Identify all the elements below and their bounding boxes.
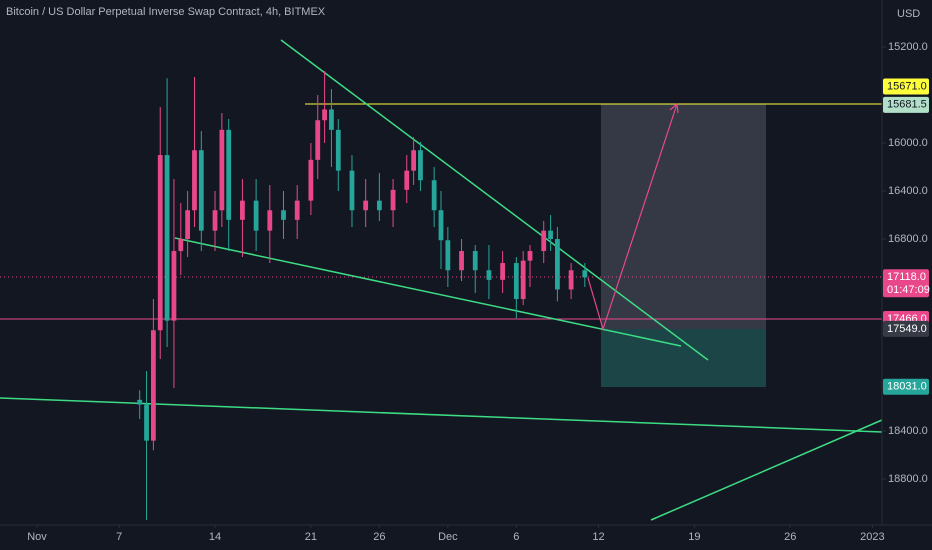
- candles: [137, 71, 588, 520]
- price-badge-label: 15671.0: [887, 80, 927, 92]
- x-tick-label: 26: [373, 531, 385, 543]
- candle-body: [281, 210, 286, 220]
- axis-unit: USD: [897, 8, 920, 20]
- x-tick-label: 12: [592, 531, 604, 543]
- candle-body: [445, 240, 451, 271]
- candle-body: [226, 129, 232, 220]
- y-tick-label: 18800.0: [888, 473, 928, 485]
- candle-body: [418, 150, 423, 181]
- candle-body: [527, 251, 533, 261]
- x-tick-label: 6: [513, 531, 519, 543]
- price-badge: [883, 269, 929, 298]
- candle-body: [144, 404, 149, 441]
- candle-body: [171, 251, 177, 321]
- candle-body: [157, 155, 163, 331]
- candle-body: [329, 109, 334, 130]
- candle-body: [541, 230, 547, 252]
- y-tick-label: 16400.0: [888, 185, 928, 197]
- candle-body: [411, 150, 417, 171]
- stop-zone: [601, 329, 766, 387]
- candle-body: [219, 129, 225, 211]
- candle-body: [198, 150, 204, 231]
- candle-body: [548, 230, 553, 240]
- trend-line: [174, 237, 682, 347]
- candle-body: [520, 260, 526, 300]
- price-badge-label: 17549.0: [887, 323, 927, 335]
- price-badge-label: 15681.5: [887, 99, 927, 111]
- candle-body: [192, 150, 197, 211]
- price-badge: [883, 78, 929, 95]
- candle-body: [582, 270, 588, 278]
- y-tick-label: 18400.0: [888, 425, 928, 437]
- candle-body: [240, 200, 245, 220]
- y-tick-label: 15200.0: [888, 41, 928, 53]
- candle-body: [376, 200, 382, 211]
- candle-body: [185, 210, 191, 240]
- drawings: [0, 39, 883, 521]
- arrow-head: [669, 102, 679, 114]
- candle-body: [308, 159, 314, 201]
- candle-body: [513, 263, 519, 300]
- candle-body: [438, 210, 444, 241]
- candle-body: [486, 270, 492, 280]
- candle-body: [335, 129, 341, 171]
- chart-title: Bitcoin / US Dollar Perpetual Inverse Sw…: [6, 6, 326, 18]
- price-badge-label: 17118.0: [887, 271, 926, 283]
- price-badge-label: 18031.0: [887, 381, 927, 393]
- x-tick-label: 19: [688, 531, 700, 543]
- x-tick-label: Nov: [27, 531, 47, 543]
- candle-body: [164, 155, 170, 321]
- trend-line: [280, 39, 709, 361]
- candle-body: [294, 200, 300, 220]
- trend-line: [650, 419, 883, 521]
- x-tick-label: 7: [116, 531, 122, 543]
- x-tick-label: 14: [209, 531, 221, 543]
- candle-body: [568, 270, 574, 290]
- candle-body: [178, 239, 184, 252]
- candle-body: [472, 251, 478, 271]
- candle-body: [349, 170, 355, 211]
- target-zone: [601, 104, 766, 329]
- candle-body: [253, 200, 259, 231]
- candle-body: [150, 330, 156, 441]
- projection-path: [587, 103, 678, 332]
- price-badge: [883, 96, 929, 113]
- candle-body: [363, 200, 369, 211]
- x-tick-label: Dec: [438, 531, 458, 543]
- candle-body: [404, 170, 410, 190]
- y-tick-label: 16000.0: [888, 137, 928, 149]
- candle-body: [322, 109, 327, 121]
- candle-body: [137, 399, 143, 405]
- candle-body: [459, 251, 464, 271]
- price-badge: [883, 378, 929, 395]
- x-tick-label: 2023: [860, 531, 884, 543]
- candle-body: [431, 180, 437, 211]
- candle-body: [500, 263, 506, 280]
- candle-body: [212, 210, 218, 231]
- candle-body: [267, 210, 273, 231]
- candle-body: [390, 189, 396, 211]
- candle-body: [315, 120, 321, 160]
- y-tick-label: 16800.0: [888, 233, 928, 245]
- price-badge: [883, 320, 929, 337]
- countdown: 01:47:09: [887, 284, 930, 296]
- candle-body: [555, 239, 560, 290]
- x-tick-label: 21: [305, 531, 317, 543]
- x-tick-label: 26: [784, 531, 796, 543]
